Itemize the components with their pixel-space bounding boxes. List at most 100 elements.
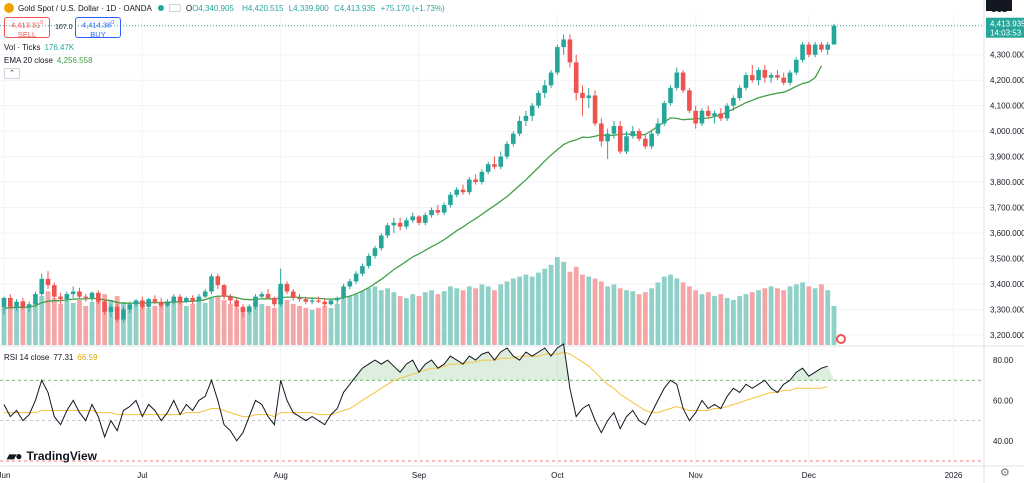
time-tick-label: Oct [551,471,564,480]
candle-body [309,300,315,302]
candle [492,156,497,170]
candle [611,120,617,139]
candle [7,294,13,309]
candle-body [687,90,692,111]
volume-bar [290,303,296,345]
volume-bar [334,303,340,345]
candle-body [64,294,70,300]
candle-body [1,297,7,307]
candle-body [580,92,585,99]
candle-body [819,44,824,50]
candle-body [636,131,642,139]
candle [202,288,208,298]
currency-label[interactable]: USD [991,5,1008,14]
candle-body [378,235,384,249]
last-price-label: 4,413.935 [990,20,1024,29]
candle-body [605,133,610,142]
candle [70,286,76,298]
candle-body [316,300,321,302]
candle [800,42,805,63]
volume-bar [536,272,541,345]
volume-bar [812,288,818,345]
candle-body [416,216,422,223]
collapse-legend-icon[interactable]: ⌃ [4,68,20,79]
volume-bar [793,284,799,345]
price-tick-label: 4,100.000 [990,102,1024,111]
sell-price-sup: 0 [40,20,43,26]
volume-bar [58,303,63,345]
candle-body [787,72,793,83]
ema-legend[interactable]: EMA 20 close 4,256.558 [4,56,93,65]
candle [83,294,89,302]
volume-legend[interactable]: Vol · Ticks 176.47K [4,43,74,52]
volume-bar [278,291,284,345]
candle-body [114,306,120,320]
volume-bar [45,291,51,345]
candle-body [599,123,604,142]
candle-body [303,299,309,302]
candle-body [265,294,271,298]
candle-body [234,300,239,307]
candle [272,296,277,307]
candle [410,212,416,223]
candle-body [668,87,673,104]
candle [580,85,585,116]
volume-bar [366,288,372,345]
volume-bar [265,305,271,345]
candle [171,294,177,305]
candle [661,100,667,127]
volume-bar [158,303,164,345]
volume-bar [315,307,321,345]
volume-bar [121,301,126,345]
symbol-title[interactable]: Gold Spot / U.S. Dollar · 1D · OANDA [18,3,152,13]
tradingview-logo[interactable]: ▰● TradingView [7,449,97,463]
price-tick-label: 3,400.000 [990,280,1024,289]
candle [806,42,812,58]
volume-bar [202,302,208,345]
visibility-toggle-icon[interactable] [168,4,181,12]
candle-body [272,297,277,305]
candle [586,87,592,109]
candle-body [611,126,617,134]
candle [259,291,265,300]
volume-bar [372,286,378,345]
candle-body [573,62,579,93]
volume-bar [705,292,711,345]
volume-bar [347,296,353,345]
volume-bar [674,278,680,345]
candle [573,54,579,101]
sell-price: 4,413.31 [11,20,41,30]
candle-body [441,204,447,213]
volume-bar [95,298,101,345]
candle-body [492,164,497,167]
candle-body [14,301,19,307]
price-tick-label: 4,300.000 [990,51,1024,60]
candle-body [77,291,82,297]
candle [762,64,768,83]
volume-bar [680,282,686,345]
candle [504,141,510,160]
rsi-label: RSI 14 close [4,353,50,362]
open-value: O4,340.905 [192,3,234,13]
candle-body [366,255,371,267]
sell-button[interactable]: 4,413.310 SELL [4,17,50,39]
candle [705,105,711,119]
candle-body [504,143,510,157]
candle [768,72,774,83]
rsi-legend[interactable]: RSI 14 close 77.31 66.59 [4,353,97,362]
candle [26,301,32,312]
candle-body [705,110,711,116]
volume-bar [26,305,32,345]
volume-bar [397,296,403,345]
candle [234,297,239,309]
candle [158,297,164,309]
ema-line [3,65,822,309]
high-value: H4,420.515 [242,3,284,13]
candle [347,278,353,289]
candle [517,115,522,137]
settings-gear-icon[interactable]: ⚙ [1000,467,1010,479]
volume-bar [630,291,636,345]
volume-bar [554,257,560,345]
buy-button[interactable]: 4,414.380 BUY [75,17,121,39]
